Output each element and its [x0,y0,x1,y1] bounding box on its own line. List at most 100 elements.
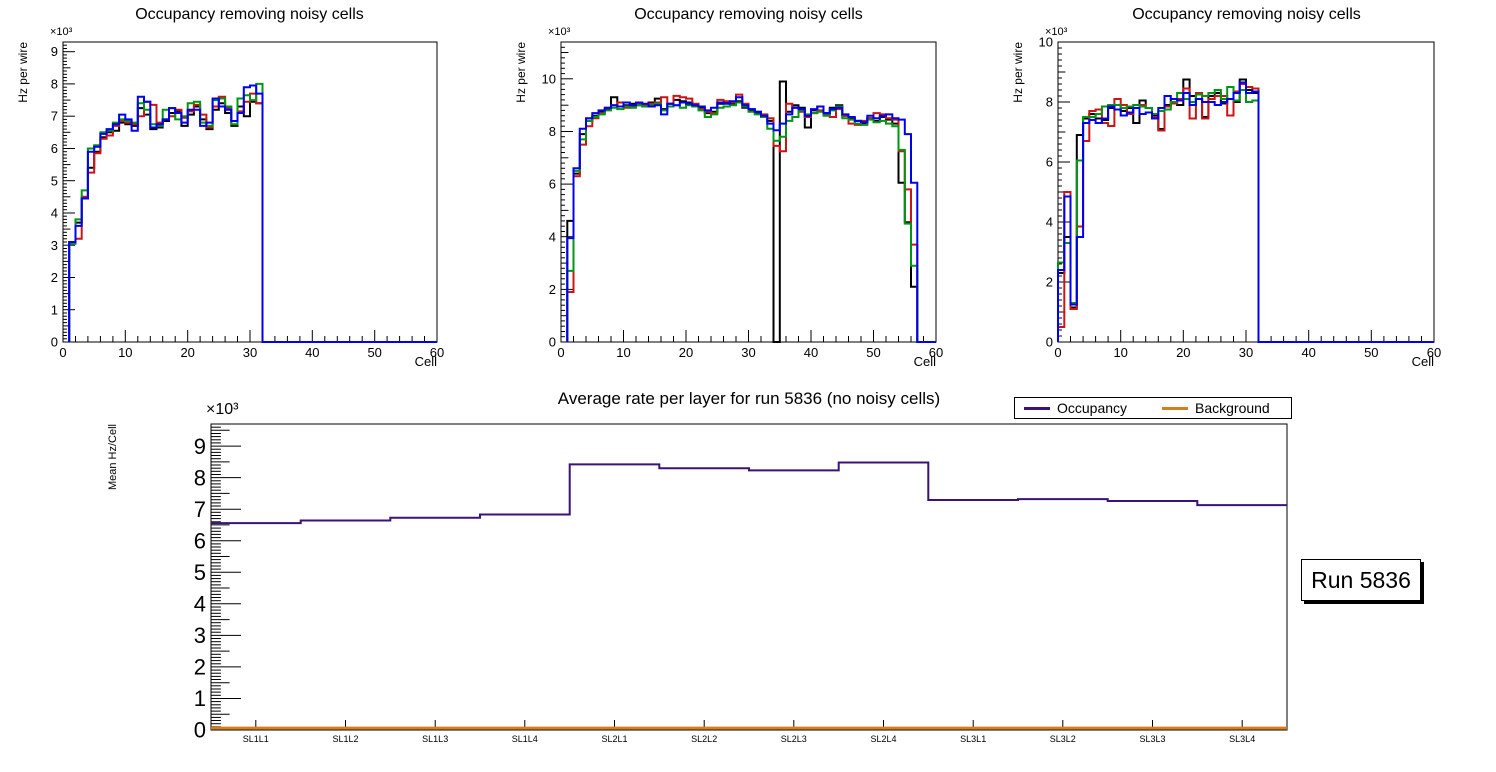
y-tick-label: 3 [51,238,58,253]
plot-frame [560,41,937,343]
x-tick-label: 30 [741,345,755,360]
y-tick-label: 2 [51,270,58,285]
x-axis-title: Cell [1411,354,1434,369]
y-tick-label: 4 [549,229,556,244]
y-tick-label: 4 [51,206,58,221]
y-tick-label: 7 [51,109,58,124]
x-tick-label: 0 [1054,345,1061,360]
occupancy-line-sample [1024,406,1050,410]
x-tick-label: 50 [1364,345,1378,360]
y-tick-label: 4 [194,592,206,617]
x-tick-label: 10 [118,345,132,360]
x-tick-label: 0 [557,345,564,360]
histogram-occupancy-sl2: 0 2 4 6 8 10 0 10 20 30 40 50 60 [542,41,943,360]
legend-entry-background: Background [1153,400,1291,416]
x-tick-label: 10 [616,345,630,360]
series-layer2-red [1057,83,1434,343]
plot-title: Occupancy removing noisy cells [135,6,364,23]
series-layer4-blue [1057,81,1434,343]
x-tick-label: 50 [866,345,880,360]
x-tick-label: SL2L2 [691,734,717,744]
x-tick-label: SL3L1 [960,734,986,744]
x-tick-label: SL2L3 [781,734,807,744]
y-tick-label: 9 [51,44,58,59]
average-rate-plot: 0 1 2 3 4 5 6 7 8 9 SL1L1 SL1L2 SL1L3 SL1L4 SL2L1 SL2L2… [194,423,1288,744]
series-layer1-black [68,100,437,343]
x-tick-label: 50 [367,345,381,360]
pad-average-rate: Average rate per layer for run 5836 (no … [0,386,1496,772]
plot-frame [210,423,1288,731]
y-axis-exponent: ×10³ [1045,26,1068,38]
y-tick-label: 4 [1046,215,1053,230]
x-tick-label: 20 [1176,345,1190,360]
series-layer2-red [566,93,936,343]
series-layer3-green [566,101,936,343]
x-tick-label: SL2L4 [870,734,896,744]
series-layer2-red [68,92,437,343]
y-tick-label: 7 [194,497,206,522]
legend-entry-occupancy: Occupancy [1015,400,1153,416]
y-tick-label: 2 [194,655,206,680]
y-tick-label: 0 [1046,335,1053,350]
x-tick-label: SL1L2 [332,734,358,744]
y-axis-exponent: ×10³ [50,26,73,38]
y-tick-label: 9 [194,434,206,459]
background-line-sample [1162,406,1188,410]
y-tick-label: 2 [549,282,556,297]
x-tick-label: 60 [1427,345,1441,360]
y-tick-label: 6 [1046,155,1053,170]
x-tick-label: SL3L3 [1139,734,1165,744]
y-tick-label: 0 [194,718,206,743]
x-tick-label: 60 [929,345,943,360]
legend: Occupancy Background [1014,397,1292,419]
y-tick-label: 6 [194,528,206,553]
histogram-occupancy-sl1: 0 1 2 3 4 5 6 7 8 9 0 10 20 30 40 50 60 [51,41,444,360]
y-tick-label: 2 [1046,275,1053,290]
x-tick-label: SL3L2 [1050,734,1076,744]
x-tick-label: SL2L1 [601,734,627,744]
plot-title: Average rate per layer for run 5836 (no … [557,389,941,408]
x-tick-label: 20 [180,345,194,360]
y-tick-label: 3 [194,623,206,648]
x-tick-label: 40 [1301,345,1315,360]
x-tick-label: SL1L1 [243,734,269,744]
x-tick-label: 30 [1239,345,1253,360]
y-tick-label: 8 [1046,95,1053,110]
x-tick-label: 20 [679,345,693,360]
y-tick-label: 0 [549,335,556,350]
x-tick-label: 40 [305,345,319,360]
series-layer4-blue [566,96,936,343]
x-tick-label: 40 [804,345,818,360]
y-tick-label: 1 [51,302,58,317]
y-tick-label: 0 [51,335,58,350]
pad-occupancy-sl2: Occupancy removing noisy cells ×10³ Hz p… [499,0,998,386]
series-layer4-blue [68,84,437,343]
series-Occupancy [211,461,1287,525]
x-tick-label: SL1L4 [512,734,538,744]
y-tick-label: 8 [51,77,58,92]
y-tick-label: 8 [194,465,206,490]
y-axis-exponent: ×10³ [206,401,239,418]
plot-title: Occupancy removing noisy cells [634,6,863,23]
y-tick-label: 1 [194,686,206,711]
histogram-occupancy-sl3: 0 2 4 6 8 10 0 10 20 30 40 50 60 [1039,35,1442,360]
x-tick-label: 60 [430,345,444,360]
y-tick-label: 8 [549,124,556,139]
run-number-label: Run 5836 [1311,566,1411,593]
y-tick-label: 10 [542,71,556,86]
pad-occupancy-sl1: Occupancy removing noisy cells ×10³ Hz p… [0,0,499,386]
run-number-box: Run 5836 [1301,559,1421,601]
series-layer3-green [1057,86,1434,343]
y-axis-exponent: ×10³ [548,26,571,38]
x-tick-label: 0 [59,345,66,360]
x-axis-title: Cell [414,354,437,369]
y-tick-label: 5 [194,560,206,585]
legend-label: Occupancy [1057,400,1128,416]
plot-title: Occupancy removing noisy cells [1132,6,1361,23]
x-tick-label: SL1L3 [422,734,448,744]
y-tick-label: 5 [51,173,58,188]
y-tick-label: 10 [1039,35,1053,50]
y-tick-label: 6 [549,177,556,192]
x-tick-label: 10 [1113,345,1127,360]
